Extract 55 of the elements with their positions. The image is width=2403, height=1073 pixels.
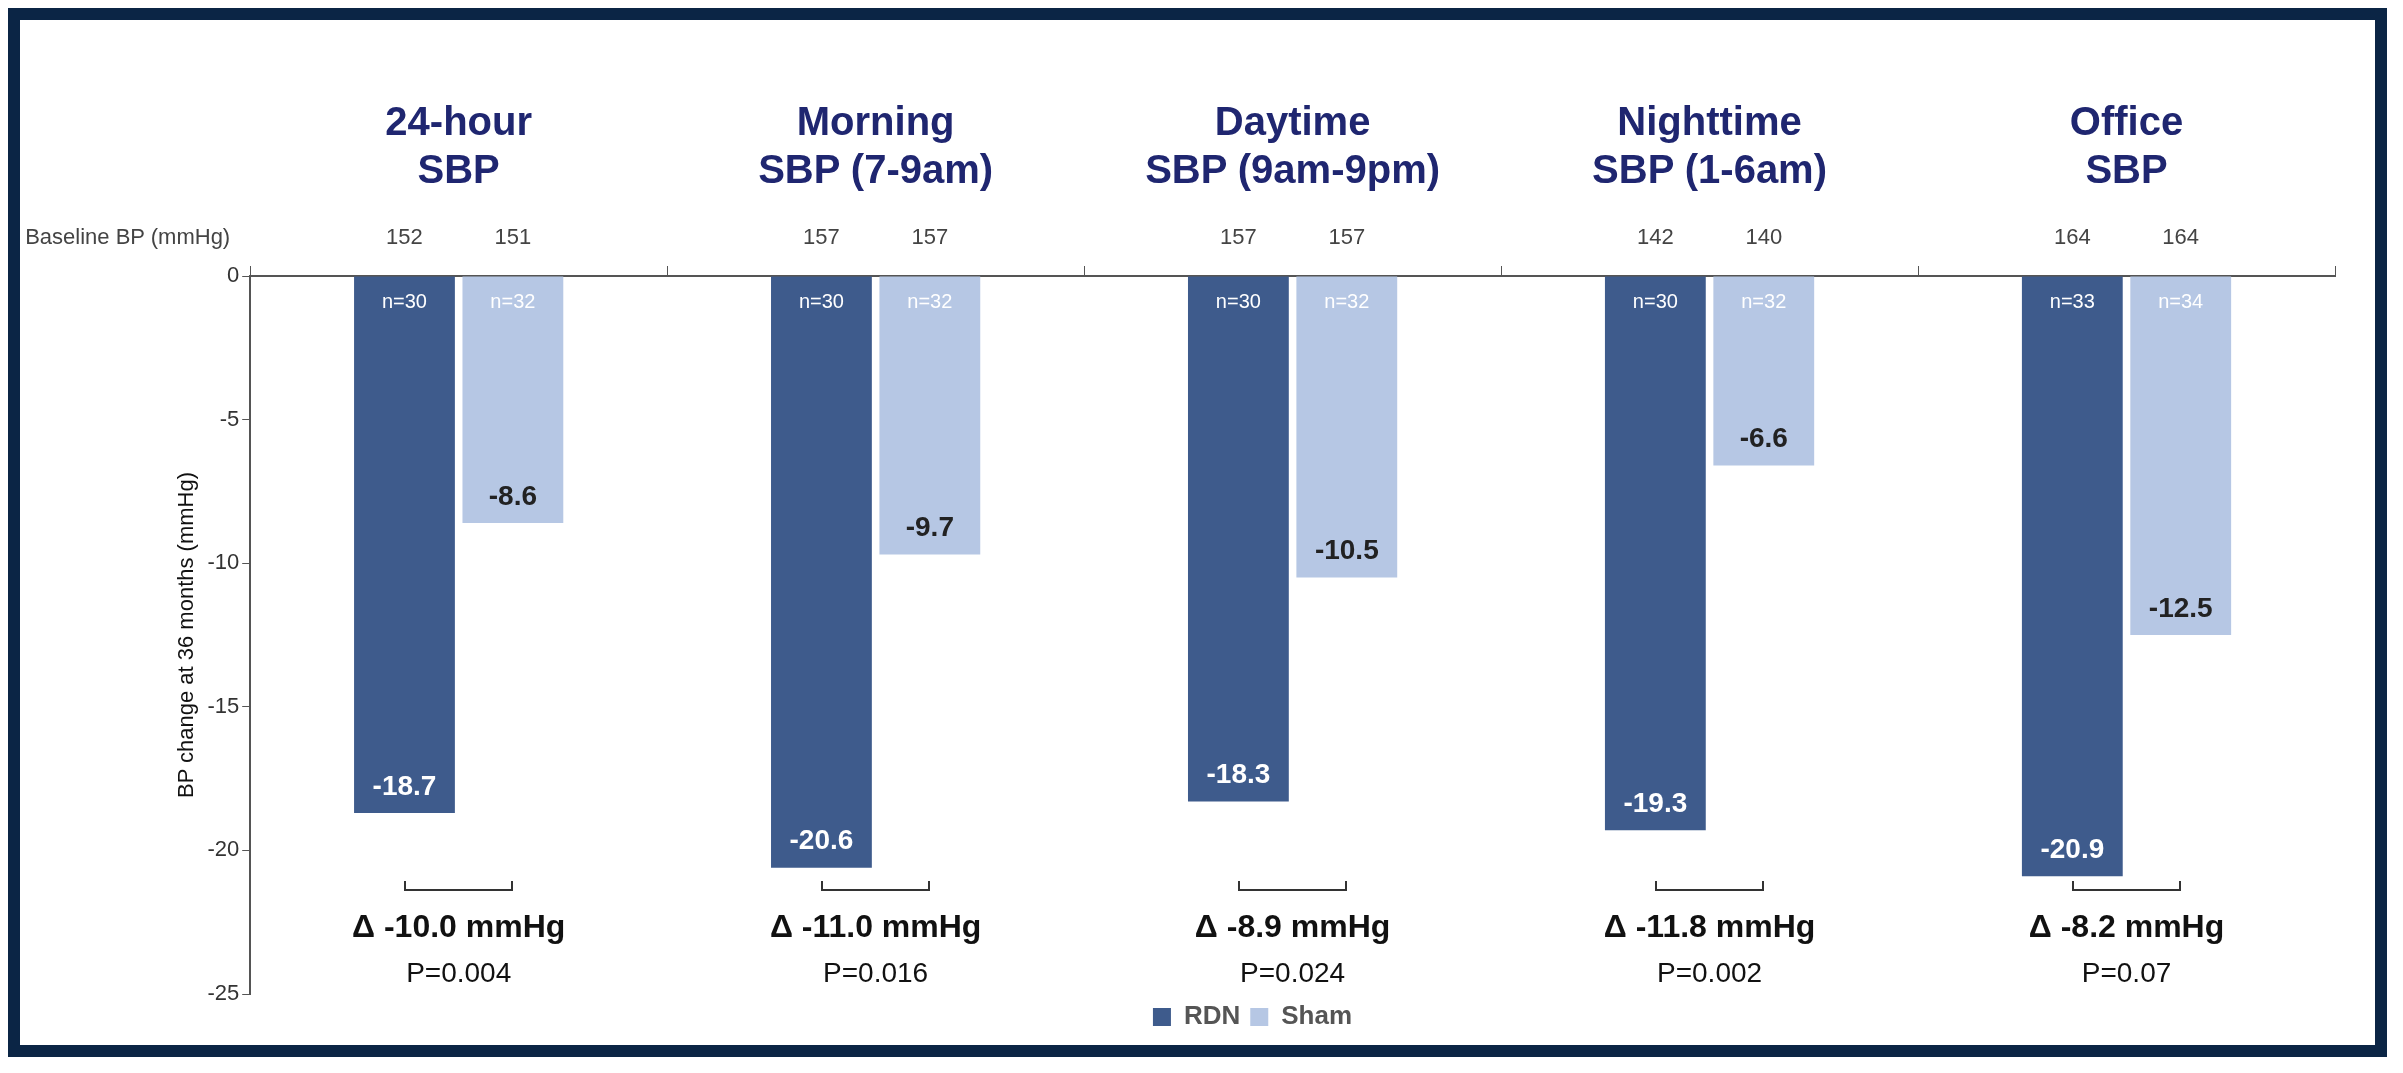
annotation: n=34 xyxy=(2158,290,2204,313)
annotation: n=32 xyxy=(1741,290,1787,313)
annotation: Δ -8.9 mmHg xyxy=(1194,907,1391,944)
text: 157 xyxy=(911,224,949,250)
annotation: Δ -10.0 mmHg xyxy=(352,907,566,944)
text: Baseline BP (mmHg) xyxy=(25,224,231,250)
data-label: -10.5 xyxy=(1314,534,1379,566)
text: 157 xyxy=(1328,224,1366,250)
text: 152 xyxy=(386,224,423,250)
annotation: n=30 xyxy=(1215,290,1261,313)
annotation: Δ -8.2 mmHg xyxy=(2028,907,2225,944)
annotation: P=0.002 xyxy=(1657,956,1763,988)
x-tick-label: 24-hour SBP xyxy=(385,99,533,192)
text: 157 xyxy=(803,224,840,250)
y-axis-title: BP change at 36 months (mmHg) xyxy=(173,471,199,799)
annotation: P=0.004 xyxy=(406,956,512,988)
annotation: P=0.016 xyxy=(823,956,929,988)
data-label: -19.3 xyxy=(1623,787,1688,819)
x-tick-label: Morning SBP (7-9am) xyxy=(758,99,994,192)
data-label: -9.7 xyxy=(905,511,954,543)
text: 140 xyxy=(1745,224,1783,250)
text: 164 xyxy=(2053,224,2091,250)
annotation: n=32 xyxy=(1324,290,1370,313)
x-tick-label: Nighttime SBP (1-6am) xyxy=(1592,99,1828,192)
y-tick-label: 0 xyxy=(226,262,240,288)
annotation: Δ -11.8 mmHg xyxy=(1603,907,1816,944)
data-label: -8.6 xyxy=(488,479,538,511)
annotation: n=33 xyxy=(2049,290,2095,313)
data-label: -18.7 xyxy=(372,769,437,801)
x-tick-label: Office SBP xyxy=(2069,99,2184,192)
annotation: n=32 xyxy=(907,290,953,313)
data-label: -20.9 xyxy=(2040,832,2105,864)
text: 157 xyxy=(1220,224,1257,250)
y-tick-label: -10 xyxy=(207,549,240,575)
data-label: -12.5 xyxy=(2148,591,2213,623)
y-tick-label: -15 xyxy=(207,692,240,718)
annotation: n=32 xyxy=(490,290,536,313)
y-tick-label: -25 xyxy=(207,980,240,1006)
annotation: n=30 xyxy=(1632,290,1678,313)
legend-label: Sham xyxy=(1281,1000,1353,1031)
annotation: P=0.07 xyxy=(2081,956,2172,988)
annotation: Δ -11.0 mmHg xyxy=(769,907,982,944)
text: 142 xyxy=(1636,224,1674,250)
text: 164 xyxy=(2162,224,2200,250)
y-tick-label: -5 xyxy=(219,405,240,431)
annotation: n=30 xyxy=(381,290,427,313)
data-label: -18.3 xyxy=(1206,758,1271,790)
data-label: -6.6 xyxy=(1739,422,1788,454)
x-tick-label: Daytime SBP (9am-9pm) xyxy=(1145,99,1441,192)
annotation: P=0.024 xyxy=(1240,956,1346,988)
legend-label: RDN xyxy=(1183,1000,1241,1031)
y-tick-label: -20 xyxy=(207,836,240,862)
annotation: n=30 xyxy=(798,290,844,313)
data-label: -20.6 xyxy=(789,824,854,856)
text: 151 xyxy=(494,224,532,250)
